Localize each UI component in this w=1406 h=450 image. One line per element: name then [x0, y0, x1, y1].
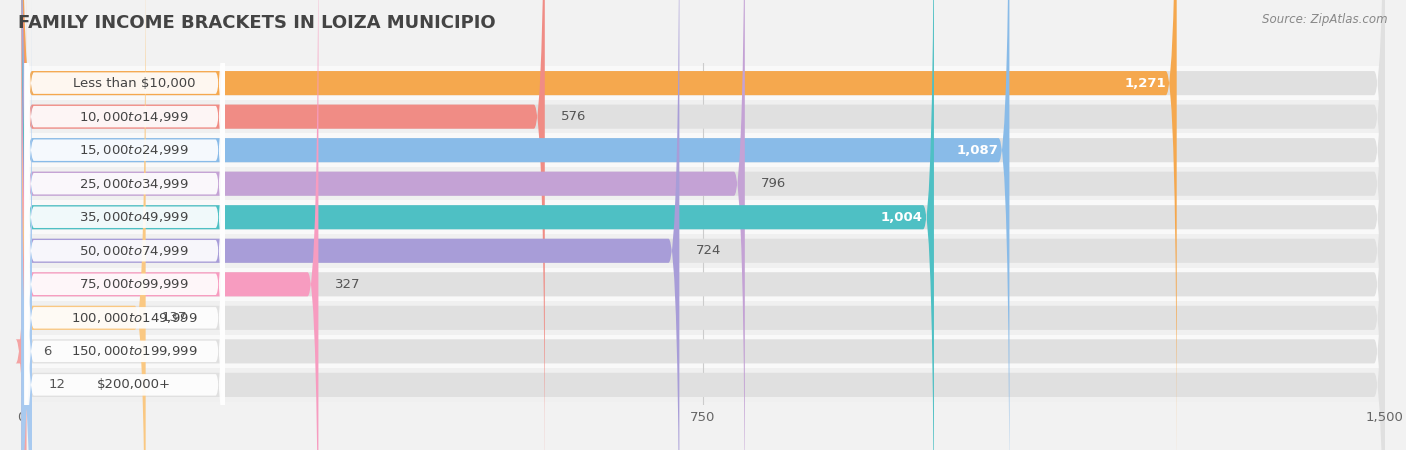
FancyBboxPatch shape [0, 301, 1406, 335]
FancyBboxPatch shape [0, 133, 1406, 167]
FancyBboxPatch shape [25, 0, 225, 450]
FancyBboxPatch shape [21, 0, 146, 450]
FancyBboxPatch shape [21, 0, 1385, 450]
FancyBboxPatch shape [0, 167, 1406, 200]
FancyBboxPatch shape [21, 0, 1177, 450]
Text: 137: 137 [162, 311, 187, 324]
FancyBboxPatch shape [21, 0, 1385, 450]
Text: 576: 576 [561, 110, 586, 123]
Text: 724: 724 [696, 244, 721, 257]
FancyBboxPatch shape [21, 0, 1385, 450]
Text: Less than $10,000: Less than $10,000 [73, 76, 195, 90]
Text: $100,000 to $149,999: $100,000 to $149,999 [70, 311, 197, 325]
FancyBboxPatch shape [21, 0, 1385, 450]
FancyBboxPatch shape [25, 0, 225, 450]
FancyBboxPatch shape [0, 335, 1406, 368]
FancyBboxPatch shape [21, 0, 1385, 450]
FancyBboxPatch shape [21, 0, 679, 450]
FancyBboxPatch shape [0, 66, 1406, 100]
FancyBboxPatch shape [21, 0, 745, 450]
FancyBboxPatch shape [21, 0, 318, 450]
Text: $25,000 to $34,999: $25,000 to $34,999 [79, 177, 188, 191]
FancyBboxPatch shape [25, 0, 225, 441]
Text: $35,000 to $49,999: $35,000 to $49,999 [79, 210, 188, 224]
FancyBboxPatch shape [0, 268, 1406, 301]
Text: 327: 327 [335, 278, 360, 291]
Text: 1,087: 1,087 [956, 144, 998, 157]
Text: $50,000 to $74,999: $50,000 to $74,999 [79, 244, 188, 258]
FancyBboxPatch shape [0, 234, 1406, 268]
FancyBboxPatch shape [21, 0, 1385, 450]
FancyBboxPatch shape [0, 200, 1406, 234]
Text: 796: 796 [761, 177, 786, 190]
FancyBboxPatch shape [21, 0, 1385, 450]
FancyBboxPatch shape [25, 27, 225, 450]
Text: $150,000 to $199,999: $150,000 to $199,999 [70, 344, 197, 358]
FancyBboxPatch shape [25, 0, 225, 450]
Text: FAMILY INCOME BRACKETS IN LOIZA MUNICIPIO: FAMILY INCOME BRACKETS IN LOIZA MUNICIPI… [18, 14, 496, 32]
FancyBboxPatch shape [15, 0, 32, 450]
FancyBboxPatch shape [0, 100, 1406, 133]
Text: $75,000 to $99,999: $75,000 to $99,999 [79, 277, 188, 291]
FancyBboxPatch shape [25, 0, 225, 408]
Text: Source: ZipAtlas.com: Source: ZipAtlas.com [1263, 14, 1388, 27]
FancyBboxPatch shape [21, 0, 934, 450]
FancyBboxPatch shape [25, 60, 225, 450]
FancyBboxPatch shape [0, 368, 1406, 402]
FancyBboxPatch shape [21, 0, 32, 450]
Text: $15,000 to $24,999: $15,000 to $24,999 [79, 143, 188, 157]
Text: 1,271: 1,271 [1125, 76, 1166, 90]
FancyBboxPatch shape [21, 0, 1385, 450]
Text: 1,004: 1,004 [882, 211, 922, 224]
Text: $10,000 to $14,999: $10,000 to $14,999 [79, 110, 188, 124]
FancyBboxPatch shape [25, 0, 225, 450]
FancyBboxPatch shape [21, 0, 1010, 450]
FancyBboxPatch shape [21, 0, 1385, 450]
FancyBboxPatch shape [21, 0, 1385, 450]
Text: 12: 12 [48, 378, 65, 392]
Text: $200,000+: $200,000+ [97, 378, 172, 392]
FancyBboxPatch shape [21, 0, 544, 450]
Text: 6: 6 [44, 345, 51, 358]
FancyBboxPatch shape [25, 0, 225, 450]
FancyBboxPatch shape [25, 0, 225, 450]
